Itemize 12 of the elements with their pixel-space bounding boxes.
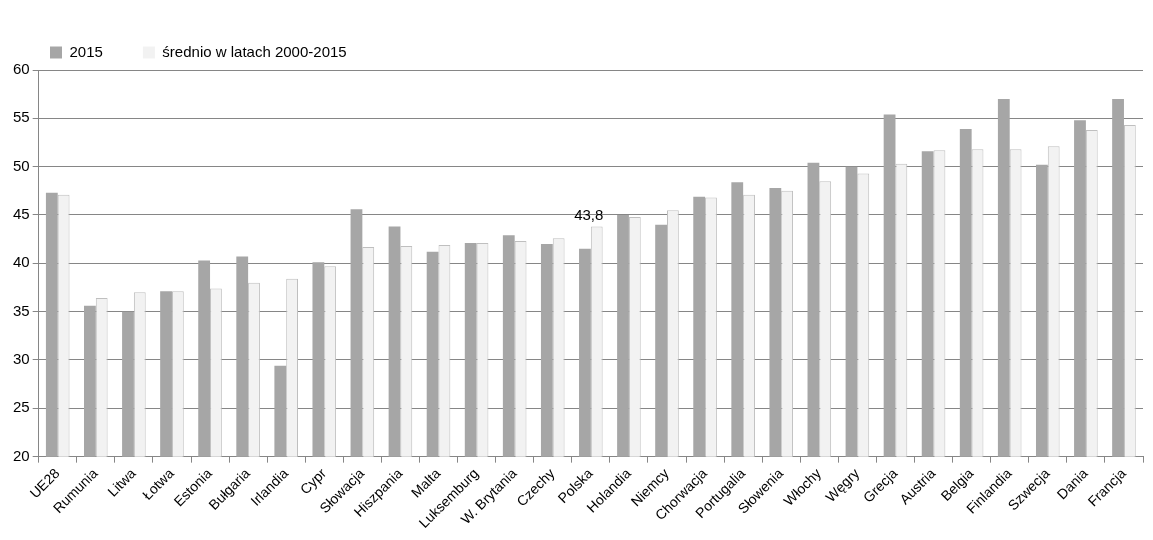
y-tick-label: 60 bbox=[13, 60, 30, 78]
y-tick-label: 25 bbox=[13, 398, 30, 416]
legend-label: średnio w latach 2000-2015 bbox=[162, 42, 347, 60]
y-tick-label: 50 bbox=[13, 156, 30, 174]
y-tick-label: 30 bbox=[13, 350, 30, 368]
legend-label: 2015 bbox=[69, 42, 103, 60]
y-tick-label: 45 bbox=[13, 205, 30, 223]
y-tick-label: 40 bbox=[13, 253, 30, 271]
y-tick-label: 20 bbox=[13, 446, 30, 464]
data-label: 43,8 bbox=[574, 206, 604, 224]
y-tick-label: 55 bbox=[13, 108, 30, 126]
y-tick-label: 35 bbox=[13, 301, 30, 319]
